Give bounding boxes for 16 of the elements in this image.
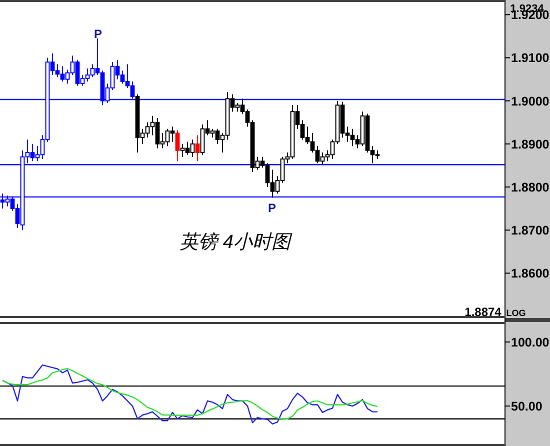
annotation: 1.8874 bbox=[464, 305, 502, 319]
y-tick-label: 1.8600 bbox=[511, 266, 550, 281]
annotation: P bbox=[94, 27, 102, 41]
y-tick-label: 1.9000 bbox=[511, 94, 550, 108]
candlestick bbox=[175, 130, 180, 162]
y-tick-label: 1.9100 bbox=[511, 51, 550, 66]
y-tick-label: 1.8700 bbox=[511, 224, 550, 238]
text: LOG bbox=[506, 308, 526, 318]
candlestick bbox=[195, 134, 200, 162]
annotation: P bbox=[268, 201, 276, 215]
line-series bbox=[2, 368, 378, 420]
y-tick-label: 100.00 bbox=[511, 335, 550, 350]
y-tick-label: 1.8900 bbox=[511, 137, 550, 152]
text: 英镑 4小时图 bbox=[180, 232, 292, 253]
y-tick-label: 50.00 bbox=[511, 400, 542, 414]
y-tick-label: 1.8800 bbox=[511, 180, 550, 195]
